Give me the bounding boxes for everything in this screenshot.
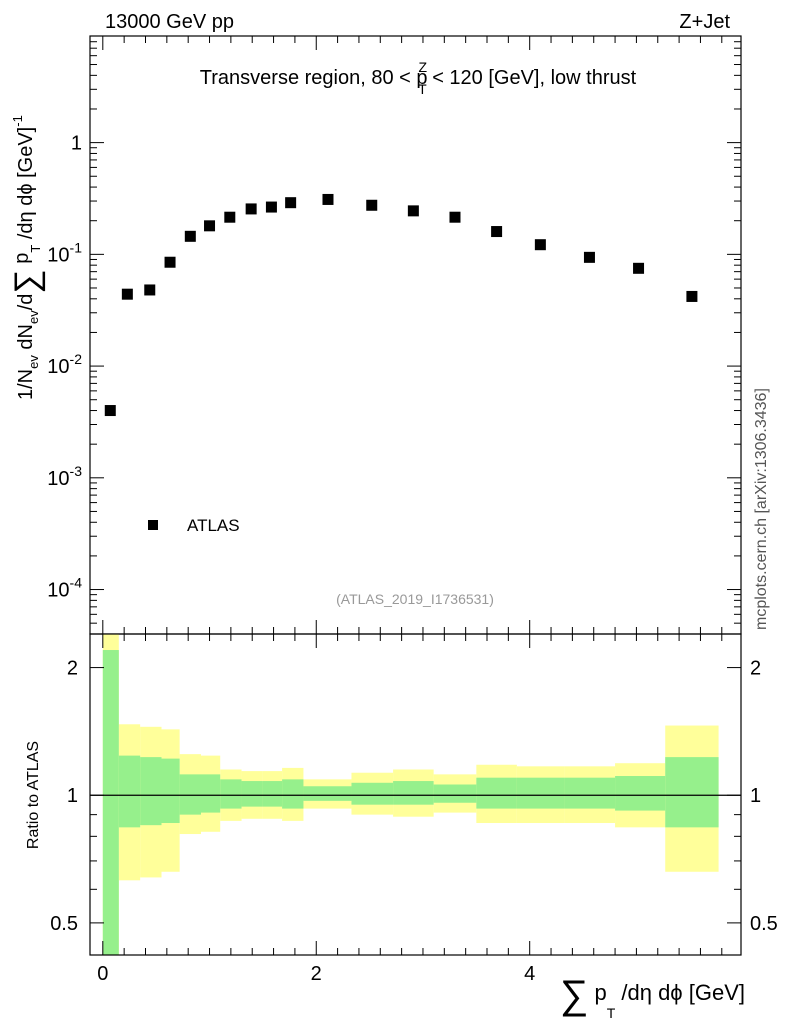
ylabel-e-sup: -1 bbox=[10, 115, 25, 127]
main-ytick-label: 10-2 bbox=[47, 351, 82, 378]
main-panel: 10-410-310-210-11 Transverse region, 80 … bbox=[8, 35, 742, 635]
uncertainty-band-green bbox=[393, 781, 434, 805]
ratio-bands bbox=[102, 634, 719, 955]
main-ytick-label: 10-1 bbox=[47, 239, 82, 266]
ytick-base: 1 bbox=[71, 133, 82, 155]
ylabel-sum: ∑ bbox=[8, 269, 46, 293]
main-ytick-label: 10-4 bbox=[47, 575, 82, 602]
data-point bbox=[366, 199, 378, 211]
ylabel-c: /d bbox=[15, 294, 37, 311]
uncertainty-band-green bbox=[433, 784, 477, 803]
data-point bbox=[491, 226, 503, 238]
data-point bbox=[164, 256, 176, 268]
ylabel-a-sub: ev bbox=[26, 355, 41, 369]
ytick-exp: -2 bbox=[70, 351, 83, 367]
uncertainty-band-green bbox=[665, 757, 719, 828]
xtick-label: 4 bbox=[524, 963, 535, 985]
uncertainty-band-green bbox=[140, 757, 162, 826]
uncertainty-band-green bbox=[179, 774, 201, 815]
main-ticks: 10-410-310-210-11 bbox=[47, 35, 741, 635]
data-point bbox=[449, 211, 461, 223]
main-ylabel: 1/Nev dNev/d∑ pT /dη dϕ [GeV]-1 bbox=[8, 115, 46, 400]
data-point bbox=[265, 201, 277, 213]
data-point bbox=[534, 239, 546, 251]
data-point bbox=[204, 220, 216, 232]
data-point bbox=[184, 230, 196, 242]
uncertainty-band-green bbox=[351, 782, 394, 805]
uncertainty-band-green bbox=[564, 777, 616, 809]
main-ytick-label: 10-3 bbox=[47, 463, 82, 490]
uncertainty-band-green bbox=[615, 776, 666, 811]
uncertainty-band-green bbox=[282, 779, 304, 809]
energy-label: 13000 GeV pp bbox=[105, 11, 234, 33]
data-point bbox=[686, 290, 698, 302]
data-point bbox=[224, 211, 236, 223]
ratio-ytick-label-left: 1 bbox=[67, 785, 78, 807]
xlabel-rest: /dη dϕ [GeV] bbox=[615, 980, 745, 1005]
ytick-exp: -4 bbox=[70, 575, 83, 591]
ratio-ticks: 0.5 0.5 1 1 2 2 bbox=[50, 634, 778, 955]
uncertainty-band-green bbox=[220, 779, 242, 809]
uncertainty-band-green bbox=[303, 786, 352, 801]
plot-title-sup: Z bbox=[419, 59, 428, 75]
ytick-base: 10 bbox=[47, 580, 69, 602]
main-ytick-label: 1 bbox=[71, 133, 82, 155]
ytick-base: 10 bbox=[47, 356, 69, 378]
data-point bbox=[121, 288, 133, 300]
ratio-ytick-label-left: 2 bbox=[67, 658, 78, 680]
data-point bbox=[245, 203, 257, 215]
ratio-ytick-label-left: 0.5 bbox=[50, 913, 78, 935]
ratio-ytick-label-right: 2 bbox=[750, 658, 761, 680]
uncertainty-band-green bbox=[161, 758, 180, 824]
uncertainty-band-green bbox=[102, 650, 119, 955]
plot-title-post: < 120 [GeV], low thrust bbox=[427, 67, 637, 89]
ratio-ytick-label-right: 0.5 bbox=[750, 913, 778, 935]
plot-title: Transverse region, 80 < pZ T < 120 [GeV],… bbox=[200, 59, 637, 97]
data-point bbox=[285, 197, 297, 209]
ytick-base: 10 bbox=[47, 244, 69, 266]
xaxis-label: ∑ pT /dη dϕ [GeV] bbox=[560, 973, 745, 1021]
ytick-exp: -1 bbox=[70, 239, 83, 255]
plot-title-pre: Transverse region, 80 < p bbox=[200, 67, 428, 89]
xlabel-p: p bbox=[588, 980, 606, 1005]
uncertainty-band-green bbox=[262, 781, 283, 807]
ylabel-d-sub: T bbox=[28, 245, 43, 253]
ratio-ytick-label-right: 1 bbox=[750, 785, 761, 807]
ylabel-b-sub: ev bbox=[26, 310, 41, 324]
xtick-label: 0 bbox=[97, 963, 108, 985]
main-frame bbox=[89, 35, 742, 635]
uncertainty-band-green bbox=[118, 755, 141, 828]
data-point bbox=[633, 262, 645, 274]
data-point bbox=[144, 284, 156, 296]
xlabel-sum: ∑ bbox=[560, 973, 589, 1017]
ratio-frame bbox=[89, 633, 742, 956]
process-label: Z+Jet bbox=[679, 11, 730, 33]
ylabel-b: dN bbox=[15, 324, 37, 355]
ytick-exp: -3 bbox=[70, 463, 83, 479]
side-label: mcplots.cern.ch [arXiv:1306.3436] bbox=[753, 388, 770, 630]
xlabel-p-sub: T bbox=[607, 1005, 616, 1021]
xtick-label: 2 bbox=[311, 963, 322, 985]
uncertainty-band-green bbox=[200, 774, 221, 813]
ylabel-d: p bbox=[11, 253, 33, 270]
ytick-base: 10 bbox=[47, 468, 69, 490]
uncertainty-band-green bbox=[476, 777, 517, 809]
data-point bbox=[104, 405, 116, 417]
legend-marker bbox=[148, 520, 158, 530]
legend-label: ATLAS bbox=[187, 516, 240, 535]
xaxis-labels: 0 2 4 bbox=[97, 963, 535, 985]
data-point bbox=[583, 251, 595, 263]
ylabel-e: /dη dϕ [GeV] bbox=[15, 127, 37, 245]
ylabel-a: 1/N bbox=[15, 369, 37, 400]
data-point bbox=[407, 205, 419, 217]
uncertainty-band-green bbox=[241, 781, 263, 807]
ratio-ylabel: Ratio to ATLAS bbox=[25, 741, 42, 849]
ratio-panel: 0.5 0.5 1 1 2 2 Ratio to ATLAS bbox=[25, 633, 778, 956]
uncertainty-band-green bbox=[516, 777, 565, 809]
data-point bbox=[322, 193, 334, 205]
plot-title-sub: T bbox=[418, 81, 427, 97]
main-points bbox=[104, 193, 698, 417]
watermark: (ATLAS_2019_I1736531) bbox=[336, 591, 494, 607]
